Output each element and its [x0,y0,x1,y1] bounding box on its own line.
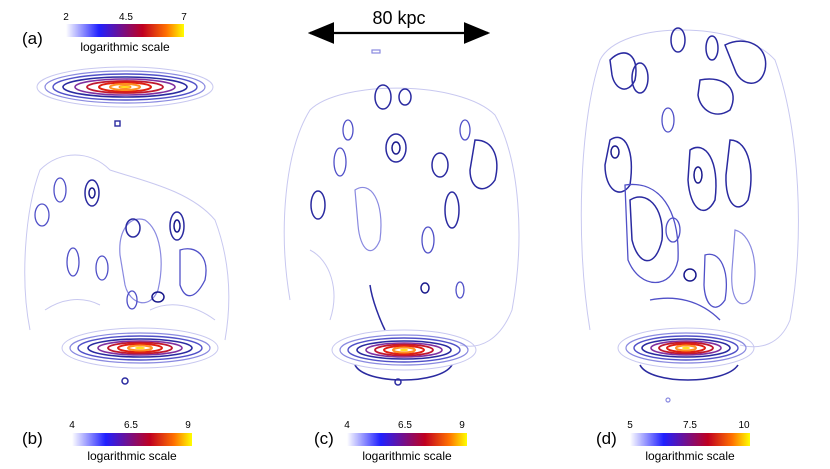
panel-d-letter: (d) [596,429,617,448]
panel-b-colorbar: 4 6.5 9 logarithmic scale [69,420,192,463]
panel-a-colorbar: 2 4.5 7 logarithmic scale [63,12,187,54]
panel-b-disk-contours [61,327,219,385]
panel-a-tick-high: 7 [181,12,187,23]
panel-d-halo-contours [580,27,799,348]
panel-a: (a) 2 4.5 7 logarithmic scale [22,12,214,127]
panel-c-colorbar-gradient [347,433,467,446]
panel-d-tick-high: 10 [738,420,750,431]
panel-c-colorbar: 4 6.5 9 logarithmic scale [344,420,467,463]
panel-d-caption: logarithmic scale [645,449,735,463]
scale-bar: 80 kpc [307,8,491,44]
panel-c-tick-low: 4 [344,420,350,431]
panel-c-letter: (c) [314,429,334,448]
panel-b: (b) 4 6.5 9 logarithmic scale [22,154,230,463]
panel-b-tick-high: 9 [185,420,191,431]
panel-c-disk-contours [331,329,477,386]
panel-a-tick-mid: 4.5 [119,12,133,23]
panel-d-tick-mid: 7.5 [683,420,697,431]
panel-d-colorbar: 5 7.5 10 logarithmic scale [627,420,750,463]
panel-b-caption: logarithmic scale [87,449,177,463]
panel-d: (d) 5 7.5 10 logarithmic scale [580,27,799,463]
panel-a-disk-contours [36,66,214,127]
panel-b-colorbar-gradient [72,433,192,446]
panel-b-tick-mid: 6.5 [124,420,138,431]
panel-b-halo-contours [24,154,230,341]
panel-d-tick-low: 5 [627,420,633,431]
panel-c: (c) 4 6.5 9 logarithmic scale [283,49,520,463]
scale-bar-label: 80 kpc [372,8,425,28]
panel-a-letter: (a) [22,29,43,48]
panel-d-disk-contours [617,327,755,403]
panel-c-halo-contours [283,49,520,347]
panel-a-colorbar-gradient [66,24,184,37]
panel-a-tick-low: 2 [63,12,69,23]
panel-a-caption: logarithmic scale [80,40,170,54]
panel-c-caption: logarithmic scale [362,449,452,463]
panel-c-tick-high: 9 [459,420,465,431]
panel-b-tick-low: 4 [69,420,75,431]
panel-c-tick-mid: 6.5 [398,420,412,431]
panel-b-letter: (b) [22,429,43,448]
panel-d-colorbar-gradient [630,433,750,446]
